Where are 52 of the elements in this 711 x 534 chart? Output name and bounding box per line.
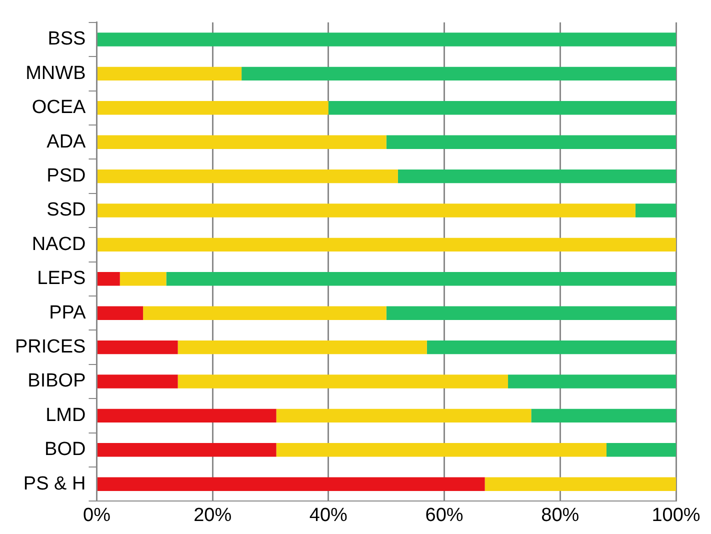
bar [120,272,166,286]
y-tick-label: LEPS [37,268,86,290]
bar [97,477,485,491]
bar [328,101,676,115]
y-tick-label: PSD [46,166,86,187]
bar [635,204,676,218]
y-tick-label: MNWB [26,62,86,84]
y-tick-label: PRICES [14,336,86,358]
bar [166,272,676,286]
bar [97,32,676,46]
bar [97,101,328,115]
bar [97,272,120,286]
y-tick-label: ADA [46,131,86,152]
y-tick-label: SSD [46,200,86,221]
bar [97,306,144,320]
x-tick-label: 100% [652,504,700,526]
y-tick-label: BIBOP [28,370,86,392]
y-tick-label: BOD [44,439,86,460]
bar [606,443,676,457]
bar [386,306,676,320]
bar [242,66,676,81]
bar [97,408,276,423]
bar [97,340,178,354]
bar [97,66,242,81]
bar [97,169,398,184]
bar [276,443,606,457]
bar [97,238,676,252]
bar [276,408,532,423]
y-tick-label: PS & H [23,473,86,494]
y-tick-label: OCEA [32,97,86,118]
x-tick-label: 20% [194,504,232,526]
bar [426,340,676,354]
y-tick-label: LMD [46,404,86,426]
bar [97,135,386,149]
bar [531,408,676,423]
x-tick-label: 0% [83,504,111,526]
bar [386,135,676,149]
x-tick-label: 40% [309,504,348,526]
bar [97,443,276,457]
bar [484,477,676,491]
x-tick-label: 60% [425,504,464,526]
y-tick-label: PPA [49,302,86,324]
y-tick-label: BSS [48,28,86,50]
bar [508,374,676,388]
y-tick-label: NACD [32,234,86,255]
bar [97,204,636,218]
x-tick-label: 80% [541,504,580,526]
bar [97,374,178,388]
bar [178,340,427,354]
bar [398,169,676,184]
bar [143,306,386,320]
bar [178,374,508,388]
